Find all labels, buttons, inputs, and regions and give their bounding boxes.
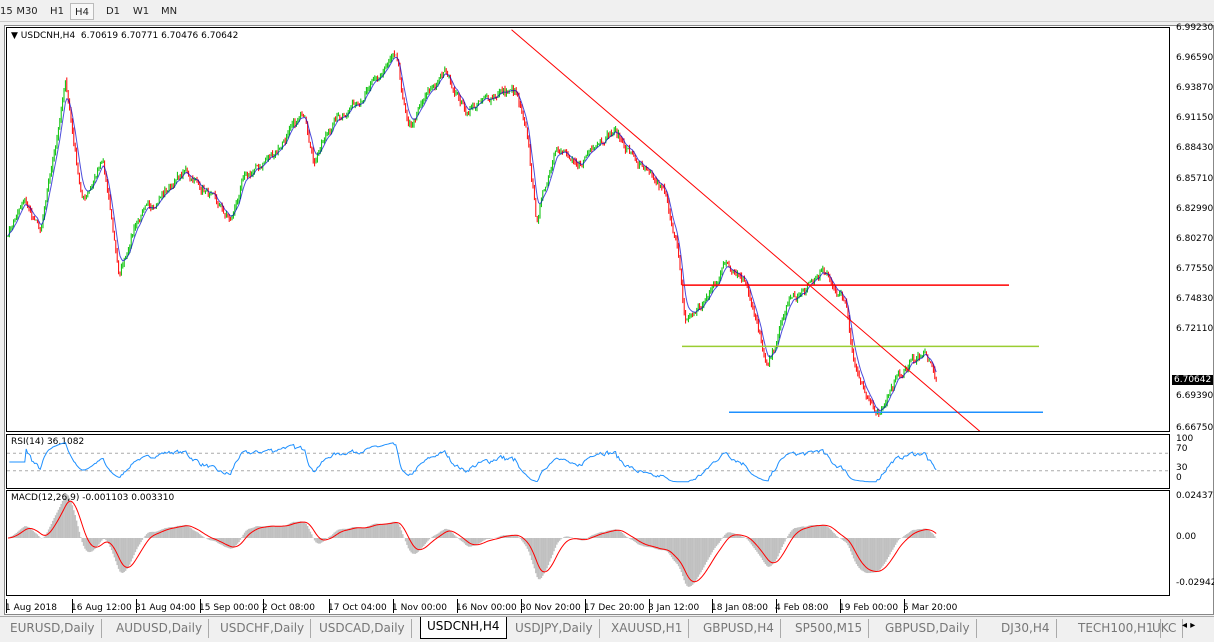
tab-scroll-arrows-icon[interactable]: ◂ ▸: [1182, 620, 1196, 631]
macdp-svg: [7, 494, 937, 587]
tab-gbpusd-h4[interactable]: GBPUSD,H4: [697, 619, 781, 638]
chart-window[interactable]: ▼ USDCNH,H4 6.70619 6.70771 6.70476 6.70…: [4, 23, 1214, 615]
tab-gbpusd-daily[interactable]: GBPUSD,Daily: [879, 619, 977, 638]
macd-level: -0.029423: [1176, 578, 1214, 588]
timeframe-H1[interactable]: H1: [50, 6, 64, 17]
time-tick-label: 15 Sep 00:00: [199, 603, 260, 613]
time-tick-label: 1 Aug 2018: [5, 603, 57, 613]
tab-eurusd-daily[interactable]: EURUSD,Daily: [4, 619, 102, 638]
time-tick-label: 2 Oct 08:00: [262, 603, 315, 613]
time-tick-label: 16 Nov 00:00: [456, 603, 517, 613]
time-tick: 31 Aug 04:00: [135, 599, 198, 613]
price-tick: 6.85710: [1176, 173, 1214, 184]
rsi-line: [9, 442, 937, 483]
time-tick-label: 1 Nov 00:00: [392, 603, 447, 613]
tab-usdcad-daily[interactable]: USDCAD,Daily: [313, 619, 412, 638]
timeframe-M30[interactable]: M30: [16, 6, 38, 17]
rsi-panel[interactable]: RSI(14) 36.1082: [6, 434, 1170, 489]
price-tick: 6.99230: [1176, 23, 1214, 33]
tab-dj30-h4[interactable]: DJ30,H4: [995, 619, 1057, 638]
ohlc-values: 6.70619 6.70771 6.70476 6.70642: [80, 31, 239, 41]
current-price-marker: 6.70642: [1172, 375, 1214, 385]
tab-xauusd-h1[interactable]: XAUUSD,H1: [605, 619, 690, 638]
time-tick: 1 Aug 2018: [5, 599, 59, 613]
price-tick: 6.66750: [1176, 423, 1214, 433]
tab-usdcnh-h4[interactable]: USDCNH,H4: [420, 617, 507, 639]
rsi-label: RSI(14) 36.1082: [11, 437, 85, 447]
time-tick: 16 Aug 12:00: [71, 599, 134, 613]
tab-usdjpy-daily[interactable]: USDJPY,Daily: [509, 619, 600, 638]
price-tick: 6.96590: [1176, 53, 1214, 64]
time-tick: 1 Nov 00:00: [392, 599, 449, 613]
price-tick: 6.91150: [1176, 113, 1214, 124]
time-tick-label: 17 Dec 20:00: [584, 603, 645, 613]
tab-usdchf-daily[interactable]: USDCHF,Daily: [214, 619, 312, 638]
timeframe-H4[interactable]: H4: [70, 3, 94, 20]
price-tick: 6.93870: [1176, 83, 1214, 94]
price-tick: 6.72110: [1176, 324, 1214, 334]
rsip-svg: [7, 442, 1169, 483]
tab-ukc[interactable]: UKC: [1146, 619, 1184, 638]
chart-header: ▼ USDCNH,H4 6.70619 6.70771 6.70476 6.70…: [11, 31, 238, 41]
rsi-level: 30: [1176, 463, 1188, 473]
time-tick: 3 Jan 12:00: [648, 599, 701, 613]
time-tick: 18 Jan 08:00: [711, 599, 770, 613]
time-tick: 4 Feb 08:00: [775, 599, 830, 613]
trendline: [511, 29, 981, 431]
price-tick: 6.80270: [1176, 233, 1214, 244]
price-tick: 6.74830: [1176, 293, 1214, 304]
timeframe-MN[interactable]: MN: [160, 6, 178, 17]
tab-tech100-h1[interactable]: TECH100,H1: [1072, 619, 1161, 638]
time-tick-label: 5 Mar 20:00: [903, 603, 958, 613]
timeframe-toolbar: 15 M30 H1 H4 D1 W1 MN: [0, 0, 1214, 22]
timeframe-D1[interactable]: D1: [105, 6, 121, 17]
time-tick: 30 Nov 20:00: [520, 599, 583, 613]
time-tick: 19 Feb 00:00: [839, 599, 900, 613]
rsi-level: 70: [1176, 444, 1188, 454]
rsi-level: 0: [1176, 473, 1182, 483]
time-tick: 5 Mar 20:00: [903, 599, 959, 613]
tab-sp500-m15[interactable]: SP500,M15: [789, 619, 870, 638]
time-tick-label: 3 Jan 12:00: [648, 603, 700, 613]
time-tick: 2 Oct 08:00: [262, 599, 317, 613]
timeframe-W1[interactable]: W1: [132, 6, 150, 17]
price-tick: 6.82990: [1176, 203, 1214, 214]
macd-level: 0.024372: [1176, 491, 1214, 501]
symbol-label: USDCNH,H4: [20, 31, 76, 41]
rsi-level: 100: [1176, 434, 1194, 444]
time-tick-label: 18 Jan 08:00: [711, 603, 768, 613]
time-tick: 15 Sep 00:00: [199, 599, 261, 613]
tab-audusd-daily[interactable]: AUDUSD,Daily: [110, 619, 210, 638]
time-tick-label: 16 Aug 12:00: [71, 603, 132, 613]
price-tick: 6.69390: [1176, 391, 1214, 401]
macd-level: 0.00: [1176, 532, 1197, 542]
price-tick: 6.88430: [1176, 143, 1214, 154]
dropdown-triangle-icon[interactable]: ▼: [11, 31, 18, 41]
moving-average-line: [7, 56, 937, 412]
macd-label: MACD(12,26,9) -0.001103 0.003310: [11, 493, 175, 503]
time-tick-label: 17 Oct 04:00: [328, 603, 387, 613]
chart-tabs: EURUSD,Daily AUDUSD,Daily USDCHF,Daily USDC…: [0, 616, 1214, 639]
time-tick: 17 Oct 04:00: [328, 599, 389, 613]
main-svg: [7, 29, 1043, 431]
time-tick-label: 19 Feb 00:00: [839, 603, 899, 613]
time-tick-label: 30 Nov 20:00: [520, 603, 581, 613]
time-tick-label: 4 Feb 08:00: [775, 603, 829, 613]
price-panel[interactable]: ▼ USDCNH,H4 6.70619 6.70771 6.70476 6.70…: [6, 27, 1170, 432]
macd-panel[interactable]: MACD(12,26,9) -0.001103 0.003310: [6, 490, 1170, 596]
timeframe-15[interactable]: 15: [0, 6, 13, 17]
time-tick: 16 Nov 00:00: [456, 599, 519, 613]
time-tick: 17 Dec 20:00: [584, 599, 647, 613]
price-tick: 6.77550: [1176, 263, 1214, 274]
time-tick-label: 31 Aug 04:00: [135, 603, 196, 613]
macd-signal-line: [7, 500, 937, 583]
